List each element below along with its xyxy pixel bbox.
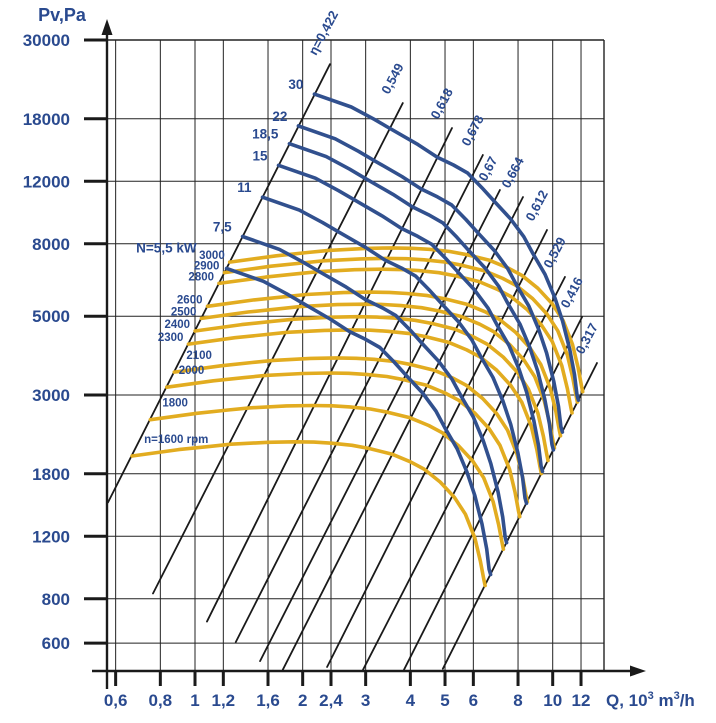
- x-tick-label-0.8: 0,8: [149, 691, 173, 710]
- x-axis-arrow: [630, 665, 646, 677]
- rpm-curve-2900: [222, 256, 580, 404]
- y-axis-title: Pv,Pa: [38, 5, 87, 25]
- rpm-label-2400: 2400: [164, 319, 190, 331]
- rpm-curve-3000: [227, 246, 585, 394]
- y-tick-label-1200: 1200: [32, 527, 70, 546]
- efficiency-line-0,529: [362, 276, 566, 671]
- x-tick-label-4: 4: [406, 691, 416, 710]
- rpm-curve-2800: [217, 267, 574, 415]
- power-curves: [224, 92, 581, 577]
- x-tick-label-0.6: 0,6: [104, 691, 128, 710]
- power-label-7.5kW: 7,5: [213, 220, 232, 235]
- power-curve-5.5kW: [224, 266, 493, 577]
- x-axis-title: Q, 103 m3/h: [606, 690, 695, 710]
- y-tick-label-1800: 1800: [32, 465, 70, 484]
- rpm-curve-1600: [130, 440, 487, 588]
- rpm-label-2900: 2900: [194, 261, 220, 273]
- y-axis-arrow: [101, 19, 113, 35]
- rpm-label-1800: 1800: [162, 398, 188, 410]
- axes: [84, 19, 646, 689]
- efficiency-label-0,416: 0,416: [557, 275, 586, 311]
- rpm-curve-1800: [148, 403, 506, 551]
- power-label-5.5kW: N=5,5 kW: [136, 240, 197, 255]
- x-tick-label-8: 8: [513, 691, 522, 710]
- rpm-curve-2300: [186, 328, 544, 476]
- efficiency-label-0,664: 0,664: [498, 154, 527, 190]
- x-tick-label-5: 5: [440, 691, 449, 710]
- x-tick-label-1: 1: [190, 691, 199, 710]
- efficiency-line-0,67: [259, 189, 501, 663]
- rpm-label-1600: n=1600 rpm: [144, 434, 208, 446]
- efficiency-label-0,678: 0,678: [458, 113, 487, 149]
- power-curve-22kW: [296, 124, 565, 434]
- y-tick-label-600: 600: [42, 634, 70, 653]
- tick-labels: 3000018000120008000500030001800120080060…: [23, 31, 591, 710]
- rpm-label-2600: 2600: [177, 294, 203, 306]
- x-tick-label-10: 10: [543, 691, 562, 710]
- y-tick-label-8000: 8000: [32, 235, 70, 254]
- x-tick-label-2: 2: [298, 691, 307, 710]
- power-curve-30kW: [312, 92, 581, 402]
- power-label-15kW: 15: [253, 148, 269, 163]
- y-tick-label-12000: 12000: [23, 172, 70, 191]
- rpm-label-2000: 2000: [179, 365, 205, 377]
- rpm-label-2100: 2100: [186, 350, 212, 362]
- efficiency-label-0,549: 0,549: [378, 61, 407, 97]
- efficiency-label-0,612: 0,612: [522, 188, 551, 224]
- axis-titles: Pv,Pa Q, 103 m3/h: [38, 5, 695, 710]
- efficiency-line-0,549: [152, 102, 404, 595]
- rpm-label-2300: 2300: [158, 332, 184, 344]
- efficiency-label-0,529: 0,529: [540, 235, 569, 271]
- grid: [107, 39, 605, 671]
- rpm-label-2500: 2500: [171, 306, 197, 318]
- efficiency-line-0,678: [234, 154, 484, 644]
- rpm-curve-2600: [205, 290, 563, 438]
- y-tick-label-5000: 5000: [32, 307, 70, 326]
- efficiency-line-0,612: [326, 229, 548, 668]
- efficiency-label-η=0,422: η=0,422: [305, 8, 341, 57]
- x-tick-label-3: 3: [361, 691, 370, 710]
- y-tick-label-3000: 3000: [32, 386, 70, 405]
- power-label-18.5kW: 18,5: [252, 127, 279, 142]
- x-tick-label-1.6: 1,6: [256, 691, 280, 710]
- x-tick-label-2.4: 2,4: [319, 691, 343, 710]
- power-curve-11kW: [260, 195, 529, 506]
- efficiency-line-0,664: [281, 196, 524, 671]
- y-tick-label-18000: 18000: [23, 110, 70, 129]
- power-label-22kW: 22: [272, 109, 287, 124]
- x-tick-label-12: 12: [572, 691, 591, 710]
- y-tick-label-30000: 30000: [23, 31, 70, 50]
- rpm-label-2800: 2800: [188, 271, 214, 283]
- power-curve-18.5kW: [287, 141, 556, 452]
- x-tick-label-1.2: 1,2: [212, 691, 236, 710]
- power-curve-15kW: [276, 163, 545, 474]
- rpm-curve-2400: [193, 314, 550, 463]
- power-label-30kW: 30: [288, 77, 303, 92]
- power-label-11kW: 11: [237, 180, 252, 195]
- y-tick-label-800: 800: [42, 590, 70, 609]
- rpm-label-3000: 3000: [199, 250, 225, 262]
- power-curve-7.5kW: [240, 234, 509, 545]
- efficiency-label-0,67: 0,67: [475, 154, 500, 183]
- efficiency-label-0,618: 0,618: [427, 86, 456, 122]
- x-tick-label-6: 6: [469, 691, 478, 710]
